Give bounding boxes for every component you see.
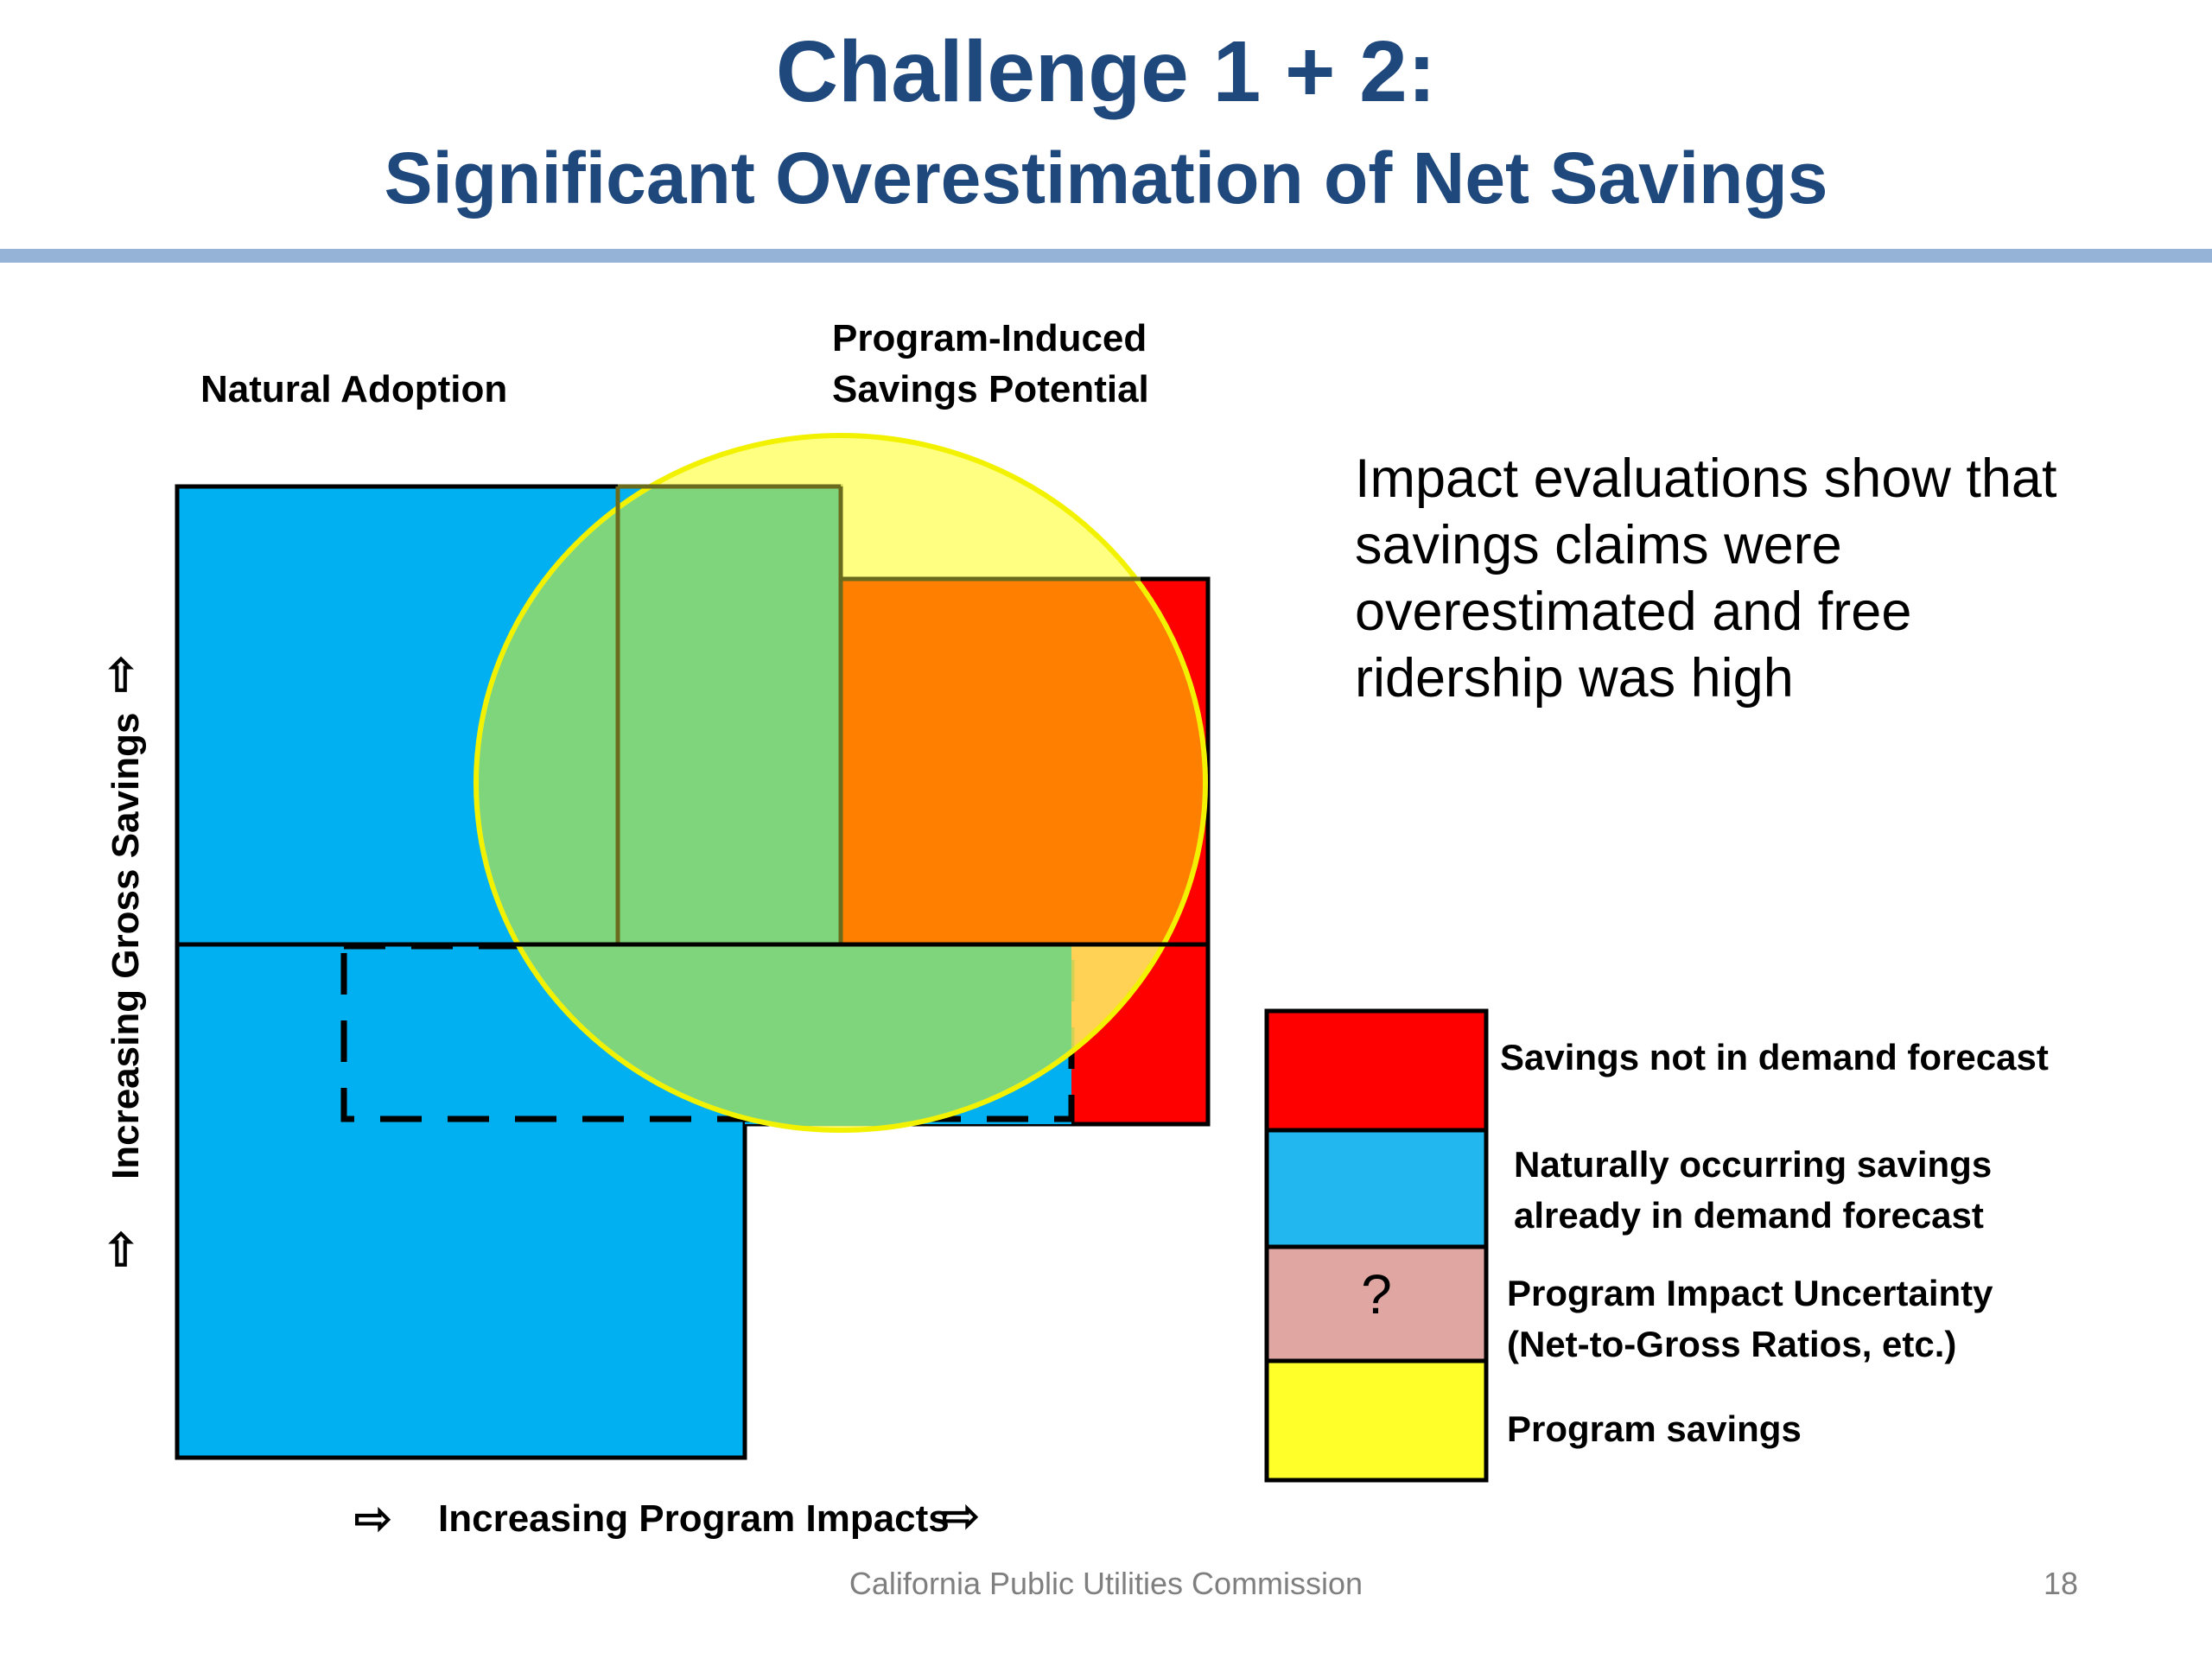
legend-question-mark: ? [1361, 1263, 1392, 1325]
legend-swatch-blue [1264, 1128, 1489, 1249]
callout-line-2: savings claims were [1355, 515, 1842, 575]
x-axis-arrow-left: ⇨ [354, 1494, 392, 1544]
x-axis-label: Increasing Program Impacts [438, 1497, 950, 1540]
legend-label-blue-1: Naturally occurring savings [1514, 1144, 1992, 1185]
legend-label-blue-2: already in demand forecast [1514, 1195, 1984, 1236]
callout-line-1: Impact evaluations show that [1355, 448, 2057, 509]
callout-line-4: ridership was high [1355, 648, 1794, 709]
label-natural-adoption: Natural Adoption [200, 368, 507, 410]
y-axis-arrow-up-bottom: ⇧ [102, 1226, 140, 1276]
y-axis-label: Increasing Gross Savings [105, 713, 147, 1179]
page-number: 18 [2044, 1566, 2078, 1601]
title-divider [0, 249, 2212, 263]
title-line-1: Challenge 1 + 2: [775, 23, 1437, 120]
footer-org: California Public Utilities Commission [849, 1566, 1363, 1601]
legend-label-yellow: Program savings [1507, 1408, 1802, 1449]
legend-label-pink-1: Program Impact Uncertainty [1507, 1273, 1993, 1313]
legend-swatch-pink [1264, 1244, 1489, 1363]
legend-swatch-yellow [1264, 1358, 1489, 1483]
legend-swatch-red [1264, 1008, 1489, 1133]
legend-label-pink-2: (Net-to-Gross Ratios, etc.) [1507, 1324, 1956, 1364]
callout-line-3: overestimated and free [1355, 582, 1911, 642]
orange-overlap [841, 579, 1203, 944]
label-program-induced-2: Savings Potential [832, 368, 1149, 410]
x-axis-arrow-right: ⇨ [942, 1491, 980, 1541]
legend: ? Savings not in demand forecast Natural… [1264, 1008, 2049, 1483]
legend-label-red: Savings not in demand forecast [1500, 1037, 2049, 1077]
y-axis-arrow-up-top: ⇧ [102, 652, 140, 702]
label-program-induced-1: Program-Induced [832, 317, 1147, 359]
title-line-2: Significant Overestimation of Net Saving… [384, 137, 1828, 219]
